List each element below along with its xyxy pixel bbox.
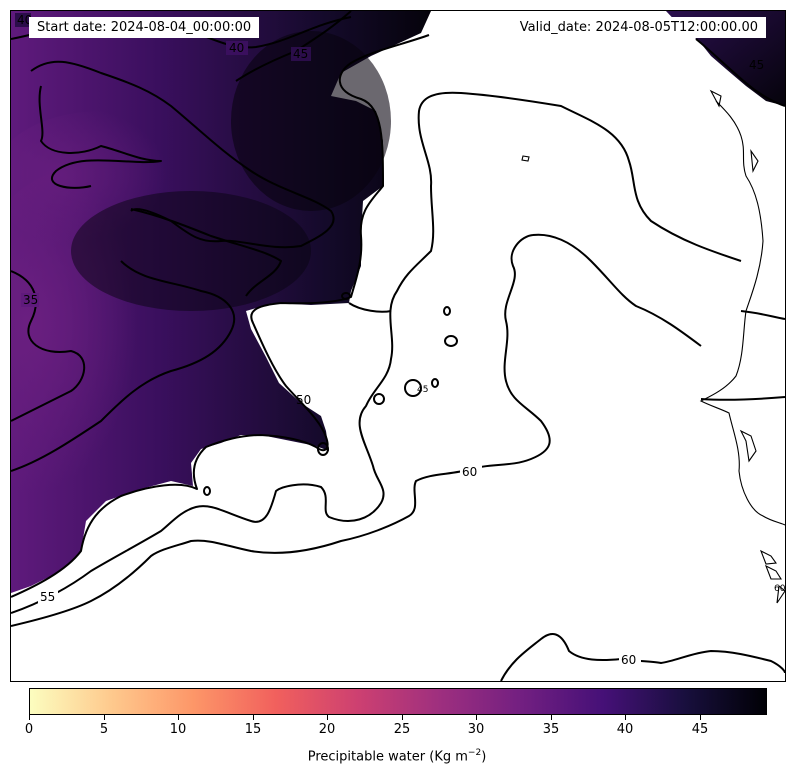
label-bg: [226, 41, 248, 55]
contour-label: 45: [417, 385, 428, 395]
colorbar-tick-mark: [551, 715, 552, 720]
contour-island-5: [317, 442, 329, 456]
contour-lines: [11, 11, 785, 681]
contour-50-inner-coast: [348, 302, 392, 313]
colorbar-title-close: ): [481, 749, 487, 765]
colorbar-tick-mark: [402, 715, 403, 720]
colorbar-tick-label: 20: [318, 722, 336, 737]
contour-island-1: [444, 335, 458, 347]
colorbar-gradient: [30, 689, 766, 714]
label-bg: [619, 653, 641, 667]
contour-label: 55: [40, 590, 55, 604]
colorbar-tick-label: 45: [691, 722, 709, 737]
contour-label: 60: [774, 584, 785, 594]
coastline-island-d: [750, 148, 759, 173]
contour-label: 45: [293, 47, 308, 61]
colorbar-tick-mark: [700, 715, 701, 720]
colorbar-tick-label: 35: [542, 722, 560, 737]
coastline-island-b: [759, 549, 777, 565]
darkest-band-north: [231, 31, 391, 211]
contour-label: 35: [23, 293, 38, 307]
map-canvas: 40 40 45 45 35 50 55 60 60 45 60: [11, 11, 785, 681]
contour-40-west: [11, 260, 236, 472]
colorbar-tick-label: 5: [99, 722, 109, 737]
label-bg: [21, 293, 39, 307]
contour-60-south: [500, 633, 785, 681]
coastline-island-a: [739, 429, 757, 463]
contour-55: [11, 91, 742, 614]
label-bg: [460, 465, 482, 479]
contour-island-4: [431, 378, 439, 388]
coastline-east: [699, 100, 785, 526]
contour-45-outer: [30, 60, 335, 249]
start-date-label: Start date: 2024-08-04_00:00:00: [29, 17, 260, 38]
contour-40-inner: [38, 85, 162, 189]
contour-45-blob: [130, 208, 282, 297]
contour-island-8: [443, 306, 451, 316]
contour-label: 40: [17, 13, 32, 27]
contour-island-7: [203, 486, 211, 496]
contour-sw-east-2: [700, 396, 785, 401]
darkest-band: [71, 191, 311, 311]
colorbar-tick-label: 10: [169, 722, 187, 737]
contour-label: 60: [462, 465, 477, 479]
label-bg: [291, 47, 311, 61]
colorbar-tick-label: 15: [244, 722, 262, 737]
colorbar-tick-label: 30: [467, 722, 485, 737]
contour-island-3: [373, 393, 385, 405]
valid-date-label: Valid_date: 2024-08-05T12:00:00.00: [511, 17, 766, 38]
colorbar-tick-mark: [29, 715, 30, 720]
contour-label: 60: [621, 653, 636, 667]
contour-island-6: [341, 292, 351, 300]
map-panel: 40 40 45 45 35 50 55 60 60 45 60: [10, 10, 786, 682]
colorbar-tick-label: 0: [24, 722, 34, 737]
label-bg: [38, 590, 58, 604]
colorbar-tick-mark: [104, 715, 105, 720]
coastline-island-c: [764, 564, 782, 580]
contour-label: 40: [229, 41, 244, 55]
colorbar-tick-mark: [476, 715, 477, 720]
label-bg: [15, 13, 31, 27]
colorbar-title: Precipitable water (Kg m−2): [0, 748, 794, 764]
coastline-island-e: [709, 89, 722, 108]
contour-label: 50: [296, 393, 311, 407]
contour-50-main: [11, 34, 430, 598]
contour-island-2: [404, 379, 422, 397]
contour-60-main: [11, 233, 702, 627]
colorbar-title-exponent: −2: [467, 748, 482, 758]
colorbar-tick-label: 40: [616, 722, 634, 737]
colorbar-tick-mark: [327, 715, 328, 720]
coastline-island-g: [776, 584, 785, 604]
coastline-island-f: [521, 155, 530, 162]
contour-label: 45: [749, 58, 764, 72]
colorbar-tick-mark: [625, 715, 626, 720]
coastlines: [521, 89, 785, 604]
contour-45-northeast: [695, 38, 785, 107]
colorbar-tick-mark: [253, 715, 254, 720]
colorbar-title-text: Precipitable water (Kg m: [307, 749, 468, 765]
contour-labels: 40 40 45 45 35 50 55 60 60 45 60: [15, 13, 785, 667]
colorbar-tick-mark: [178, 715, 179, 720]
contour-sw-east-1: [740, 310, 785, 320]
colorbar: [29, 688, 767, 715]
colorbar-tick-label: 25: [393, 722, 411, 737]
